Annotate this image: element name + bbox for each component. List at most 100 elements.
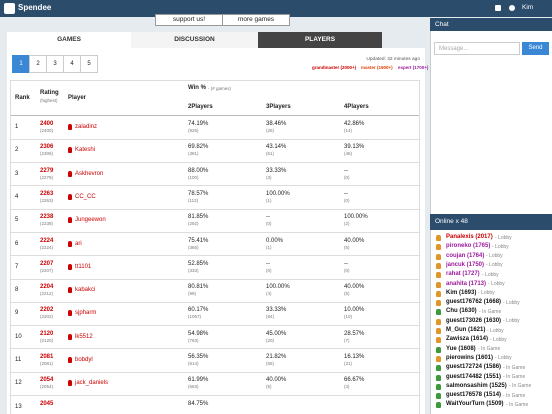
user-name[interactable]: rahat (1727) [446,271,480,278]
win-rate: 100.00% [344,214,368,221]
user-icon [436,309,441,316]
user-menu[interactable]: Kim [522,4,534,11]
win-rate: 45.00% [266,330,287,337]
message-input[interactable]: Message... [434,42,520,55]
rating: 2306 [40,144,54,151]
rating: 2279 [40,167,54,174]
user-name[interactable]: salmonsashim (1525) [446,382,507,389]
user-status: - Lobby [492,243,509,250]
player-icon [68,333,72,340]
win-rate: 33.33% [266,167,287,174]
user-name[interactable]: coujan (1764) [446,252,485,259]
rank: 6 [15,240,19,247]
tab[interactable]: GAMES [7,32,131,48]
player-icon [68,240,72,247]
highest-rating: (2238) [40,221,54,227]
online-title: Online x 48 [435,218,468,225]
col-header: 2Players [188,104,213,110]
info-icon[interactable] [509,5,515,11]
user-name[interactable]: Kim (1693) [446,289,477,296]
player-icon [68,147,72,154]
send-button[interactable]: Send [522,42,549,55]
win-rate: 40.00% [344,237,365,244]
games-count: (20) [266,337,275,343]
legend-item: master (1900+) [361,65,393,70]
players-panel [7,48,425,414]
player-name[interactable]: bobdyl [75,357,93,363]
player-name[interactable]: Kateshi [75,147,96,154]
user-name[interactable]: Yue (1608) [446,345,476,352]
user-name[interactable]: guest172724 (1586) [446,364,502,371]
player-name[interactable]: ari [75,240,82,247]
support-button[interactable]: support us! [155,14,223,26]
user-name[interactable]: anahita (1713) [446,280,487,287]
player-icon [68,170,72,177]
user-name[interactable]: pironeko (1765) [446,243,491,250]
games-count: (4) [266,291,272,297]
user-name[interactable]: jancuk (1750) [446,261,485,268]
page-button[interactable]: 3 [46,55,64,73]
logo[interactable]: Spendee [18,3,52,12]
win-rate: 81.85% [188,214,209,221]
user-status: - Lobby [495,234,512,241]
player-name[interactable]: sjpharm [75,310,97,317]
page-button[interactable]: 4 [63,55,81,73]
user-name[interactable]: M_Gun (1621) [446,327,486,333]
online-header: Online x 48 [430,214,552,230]
highest-rating: (2120) [40,337,54,343]
rank: 5 [15,217,19,224]
user-status: - In Game [509,383,532,390]
games-count: (84) [266,314,275,320]
user-name[interactable]: Zawisza (1614) [446,336,489,343]
page-button[interactable]: 1 [12,55,30,73]
page-button[interactable]: 5 [80,55,98,73]
col-header-sub: - (# games) [208,86,232,91]
games-count: (100) [188,174,199,180]
rating: 2045 [40,400,54,407]
col-header: Win % [188,85,206,91]
games-count: (926) [188,128,199,133]
highest-rating: (2202) [40,314,54,320]
rank: 12 [15,380,22,387]
rating: 2202 [40,307,54,314]
user-name[interactable]: pierowins (1601) [446,354,494,361]
rating: 2204 [40,284,54,291]
win-rate: 52.85% [188,260,209,267]
rank: 9 [15,310,19,317]
player-icon [68,263,72,270]
highest-rating: (2279) [40,174,54,180]
player-name[interactable]: CC_CC [75,193,96,200]
table-border [419,80,420,414]
tab[interactable]: DISCUSSION [131,32,258,48]
user-name[interactable]: guest173026 (1630) [446,317,502,324]
user-name[interactable]: WaitYourTurn (1509) [446,401,504,408]
player-name[interactable]: zaladinz [75,124,98,130]
sound-icon[interactable] [495,5,501,11]
rating: 2238 [40,214,54,221]
user-icon [436,365,441,372]
row-border [10,371,420,373]
games-count: (333) [188,267,199,273]
player-name[interactable]: lk5512 [75,333,93,340]
player-name[interactable]: Jungeewon [75,217,106,224]
win-rate: 100.00% [266,190,290,197]
col-header: 4Players [344,104,369,110]
row-border [10,278,420,280]
player-name[interactable]: tt1101 [75,263,92,270]
player-name[interactable]: Askhevron [75,170,104,177]
user-icon [436,393,441,400]
more-games-button[interactable]: more games [222,14,290,26]
page-button[interactable]: 2 [29,55,47,73]
user-name[interactable]: Panalexis (2017) [446,234,493,240]
player-name[interactable]: kabakci [75,287,96,294]
player-name[interactable]: jack_daniels [75,380,109,387]
user-name[interactable]: guest176762 (1668) [446,299,502,306]
win-rate: 33.33% [266,307,287,314]
games-count: (3) [344,384,350,390]
user-status: - In Game [503,374,526,380]
tab-active[interactable]: PLAYERS [258,32,382,48]
user-name[interactable]: Chu (1630) [446,308,477,315]
user-name[interactable]: guest174482 (1551) [446,373,502,380]
rank: 4 [15,193,19,200]
user-name[interactable]: guest176578 (1514) [446,392,502,399]
